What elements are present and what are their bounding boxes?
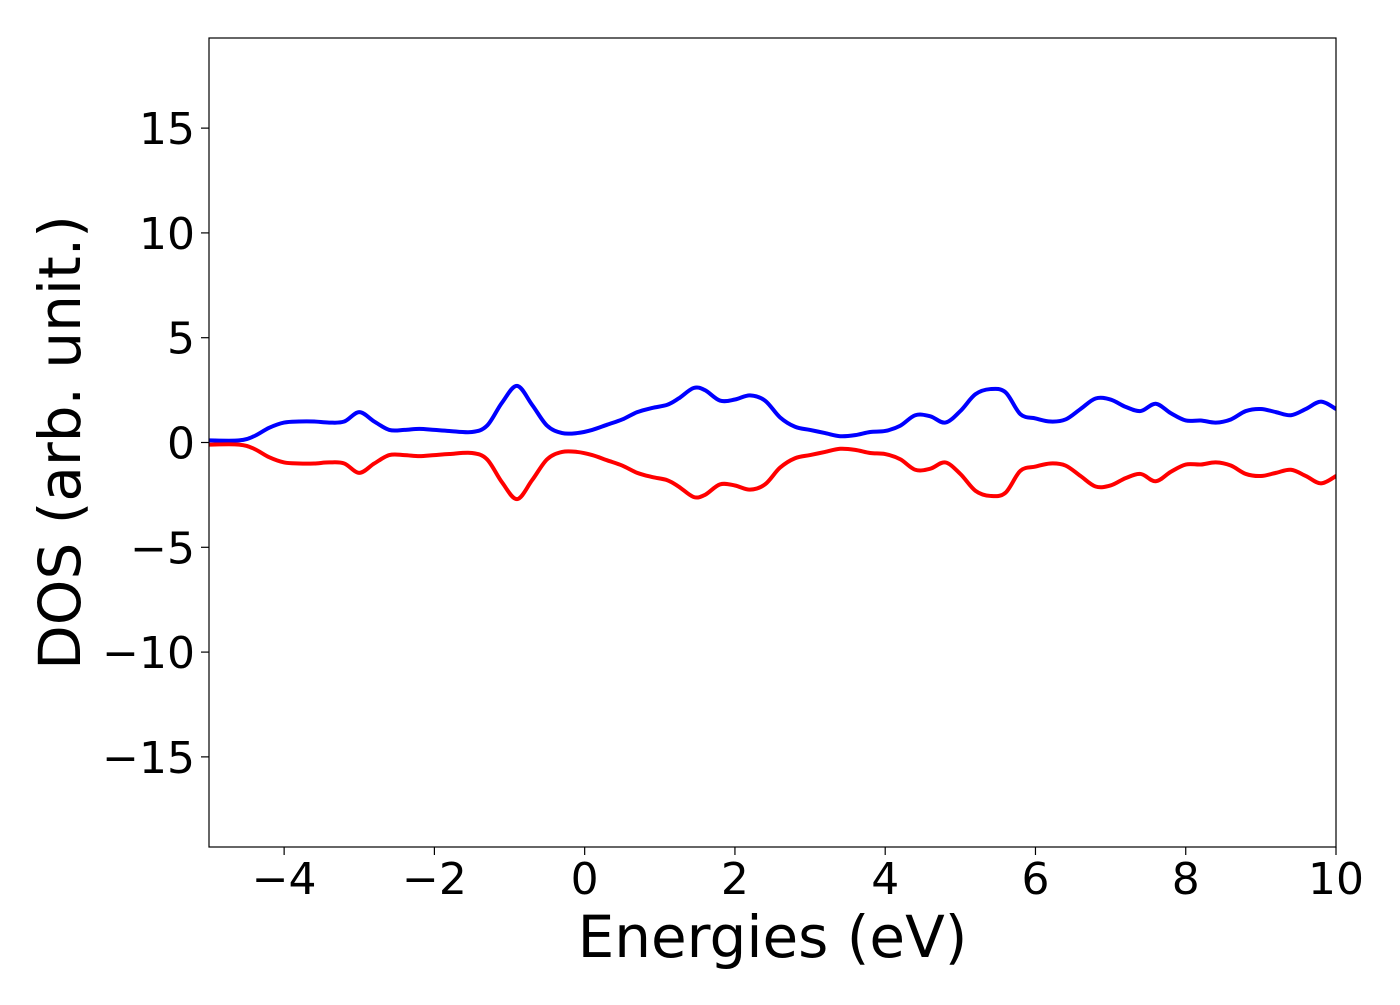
x-tick-label: 8 — [1172, 854, 1200, 905]
y-tick-label: 0 — [167, 419, 195, 470]
series-layer — [209, 383, 1336, 502]
y-axis-label: DOS (arb. unit.) — [26, 215, 94, 670]
x-tick-label: −2 — [402, 854, 467, 905]
x-tick-label: −4 — [252, 854, 317, 905]
x-tick-label: 10 — [1308, 854, 1364, 905]
y-tick-label: 15 — [139, 104, 195, 155]
y-tick-label: 5 — [167, 314, 195, 365]
x-tick-label: 2 — [721, 854, 749, 905]
x-tick-label: 0 — [571, 854, 599, 905]
x-axis-ticks: −4 −2 0 2 4 6 8 10 — [252, 847, 1364, 905]
x-axis-label: Energies (eV) — [578, 903, 968, 971]
plot-background — [209, 38, 1336, 847]
y-tick-label: −5 — [130, 523, 195, 574]
series-line-spin-up — [209, 383, 1336, 443]
x-tick-label: 6 — [1021, 854, 1049, 905]
series-line-spin-down — [209, 442, 1336, 502]
y-tick-label: 10 — [139, 209, 195, 260]
y-axis-ticks: 15 10 5 0 −5 −10 −15 — [102, 104, 209, 784]
y-tick-label: −15 — [102, 733, 195, 784]
x-tick-label: 4 — [871, 854, 899, 905]
y-tick-label: −10 — [102, 628, 195, 679]
